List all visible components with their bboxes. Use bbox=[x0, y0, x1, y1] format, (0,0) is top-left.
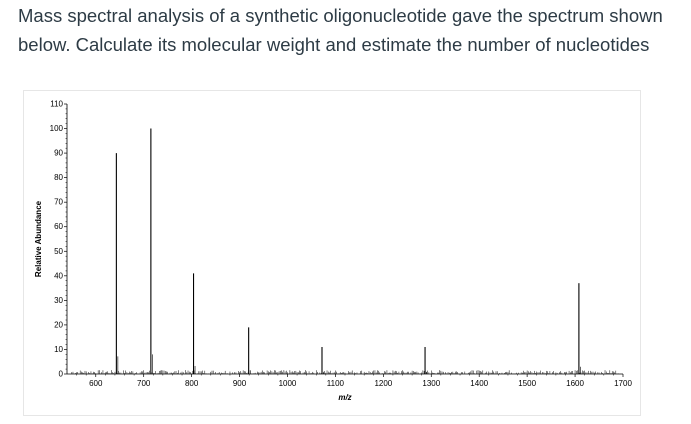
x-tick-label: 700 bbox=[137, 379, 151, 388]
y-tick-label: 70 bbox=[54, 198, 63, 207]
mass-spectrum-chart: 0 10 20 30 40 50 60 70 80 90 100 110 600 700 800 900 100… bbox=[23, 90, 641, 416]
y-tick-label: 10 bbox=[54, 345, 63, 354]
y-tick-label: 30 bbox=[54, 296, 63, 305]
x-axis-title: m/z bbox=[338, 393, 351, 402]
y-tick-label: 0 bbox=[59, 370, 64, 379]
x-tick-label: 1200 bbox=[374, 379, 392, 388]
y-tick-label: 50 bbox=[54, 247, 63, 256]
x-tick-label: 600 bbox=[89, 379, 103, 388]
x-tick-label: 1600 bbox=[566, 379, 584, 388]
y-tick-label: 60 bbox=[54, 222, 63, 231]
x-tick-label: 900 bbox=[233, 379, 247, 388]
y-tick-label: 80 bbox=[54, 173, 63, 182]
x-tick-label: 1300 bbox=[422, 379, 440, 388]
y-tick-label: 90 bbox=[54, 149, 63, 158]
x-tick-label: 1400 bbox=[470, 379, 488, 388]
chart-svg: 0 10 20 30 40 50 60 70 80 90 100 110 600 700 800 900 100… bbox=[34, 100, 632, 403]
x-tick-label: 1700 bbox=[614, 379, 632, 388]
y-tick-label: 110 bbox=[50, 100, 63, 109]
y-axis-title: Relative Abundance bbox=[34, 200, 43, 277]
y-tick-label: 40 bbox=[54, 271, 63, 280]
x-tick-label: 1100 bbox=[327, 379, 345, 388]
y-tick-label: 20 bbox=[54, 320, 63, 329]
x-tick-label: 800 bbox=[185, 379, 199, 388]
x-tick-label: 1000 bbox=[279, 379, 297, 388]
question-text: Mass spectral analysis of a synthetic ol… bbox=[18, 5, 663, 55]
x-tick-label: 1500 bbox=[518, 379, 536, 388]
y-tick-label: 100 bbox=[50, 124, 64, 133]
